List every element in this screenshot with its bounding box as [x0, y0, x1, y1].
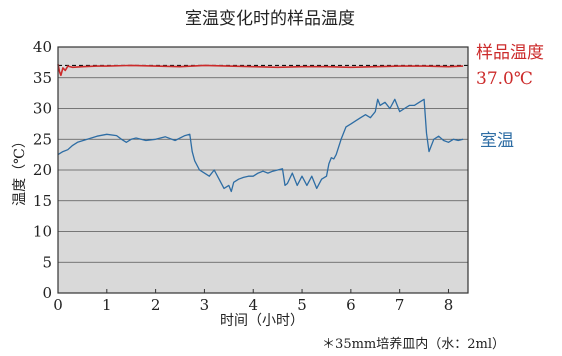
- x-axis-label: 时间（小时）: [220, 313, 304, 329]
- x-tick-label: 1: [102, 296, 112, 314]
- y-tick-label: 20: [33, 161, 52, 179]
- series-lines: [57, 64, 464, 193]
- legend-sample-temp: 样品温度: [476, 43, 544, 63]
- series-line-room-temp: [57, 98, 464, 193]
- x-tick-label: 5: [297, 296, 307, 314]
- y-tick-label: 40: [33, 38, 52, 56]
- x-tick-label: 8: [444, 296, 454, 314]
- x-axis-ticks: 0 1 2 3 4 5 6 7 8: [53, 289, 453, 314]
- grid: [58, 77, 468, 263]
- footnote: ＊35mm培养皿内（水：2ml）: [322, 336, 505, 352]
- y-tick-label: 5: [42, 253, 52, 271]
- y-tick-label: 35: [33, 69, 52, 87]
- legend-sample-temp-value: 37.0℃: [476, 69, 533, 89]
- plot-border: [57, 46, 469, 294]
- series-line-sample-temp: [57, 64, 464, 77]
- y-tick-label: 25: [33, 130, 52, 148]
- chart-title: 室温变化时的样品温度: [185, 9, 355, 29]
- x-tick-label: 2: [151, 296, 161, 314]
- y-tick-label: 15: [33, 192, 52, 210]
- y-tick-label: 30: [33, 100, 52, 118]
- y-tick-label: 10: [33, 223, 52, 241]
- x-tick-label: 0: [53, 296, 63, 314]
- y-axis-ticks: 0 5 10 15 20 25 30 35 40: [33, 38, 52, 302]
- y-tick-label: 0: [42, 284, 52, 302]
- y-axis-label: 温度（℃）: [12, 134, 28, 206]
- x-tick-label: 3: [200, 296, 210, 314]
- x-tick-label: 4: [248, 296, 258, 314]
- x-tick-label: 7: [395, 296, 405, 314]
- legend-room-temp: 室温: [480, 131, 514, 151]
- x-tick-label: 6: [346, 296, 356, 314]
